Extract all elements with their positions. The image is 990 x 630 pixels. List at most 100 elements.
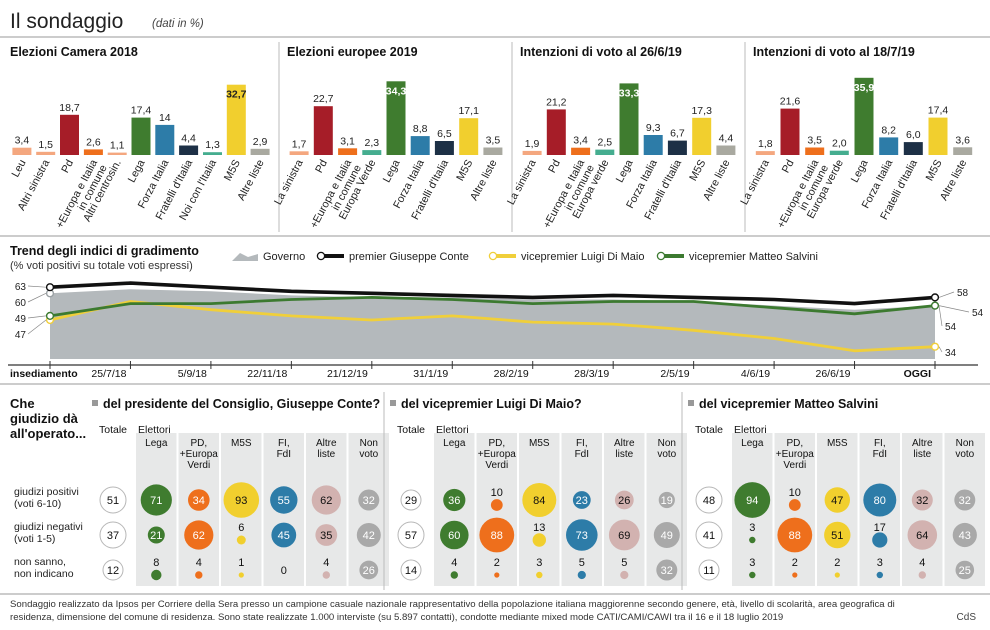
value-bubble [147,526,165,544]
start-leader [27,285,47,288]
value-label: 60 [448,530,460,542]
series-start-marker [45,283,55,292]
series-end-marker [930,301,940,310]
bar-category-label: Pd [780,158,797,175]
value-bubble [620,570,629,580]
value-label: 88 [491,530,503,542]
column-header: voto [359,449,378,460]
bar [483,147,503,155]
bar-value-label: 17,1 [458,105,479,117]
header-elettori: Elettori [138,424,171,436]
value-label: 35 [320,530,332,542]
column-header: liste [913,449,931,460]
legend-label: Governo [263,251,305,263]
column-header: PD, [488,438,505,449]
total-value: 29 [405,495,417,507]
bar [83,149,103,155]
value-label: 88 [789,530,801,542]
start-leader [27,319,47,335]
value-bubble [876,571,883,579]
bar-value-label: 33,3 [619,87,640,99]
value-label: 80 [874,495,886,507]
bar-value-label: 6,5 [437,128,452,140]
bar-value-label: 6,7 [670,128,685,140]
category-label-line: La sinistra [272,158,306,207]
bar-value-label: 6,0 [906,129,921,141]
value-bubble [151,569,162,581]
bar [313,106,333,155]
x-tick-label: 22/11/18 [247,368,287,380]
value-label: 17 [874,522,886,534]
value-label: 4 [196,557,202,569]
bar-chart-title: Intenzioni di voto al 26/6/19 [520,45,682,59]
value-label: 42 [363,530,375,542]
row-label: (voti 1-5) [14,533,55,545]
value-bubble [236,535,246,545]
total-circle [695,486,723,514]
value-label: 19 [661,495,673,507]
total-circle [695,521,723,549]
bar-value-label: 3,4 [15,135,30,147]
column-header: M5S [231,438,252,449]
value-label: 2 [494,557,500,569]
bar [289,151,309,155]
value-bubble [195,571,203,579]
column-header: M5S [827,438,848,449]
category-label-line: Leu [9,158,28,180]
bar-value-label: 34,3 [386,85,407,97]
column-header: Lega [741,438,764,449]
category-label-line: Lega [381,158,403,185]
category-label-line: M5S [454,158,475,183]
bar-value-label: 1,3 [205,139,220,151]
column-header: Altre [316,438,337,449]
bar-value-label: 17,4 [928,105,949,117]
value-bubble [184,520,214,550]
value-bubble [734,482,771,518]
column-header: voto [955,449,974,460]
bar [131,117,151,155]
legend-marker [656,251,666,261]
legend-marker [488,251,498,261]
value-label: 10 [491,487,503,499]
column-header: +Europa [478,449,517,460]
bar-value-label: 2,5 [597,137,612,149]
value-label: 43 [959,530,971,542]
value-label: 47 [831,495,843,507]
bar-value-label: 2,9 [253,136,268,148]
end-leader [938,305,943,327]
value-label: 2 [834,557,840,569]
value-label: 3 [749,557,755,569]
value-label: 25 [959,565,971,577]
value-label: 69 [618,530,630,542]
series-end-label: 54 [945,322,957,333]
bar-value-label: 1,1 [110,140,125,152]
value-label: 32 [959,495,971,507]
value-label: 45 [278,530,290,542]
bar [434,141,454,155]
series-end-label: 54 [972,308,984,319]
legend-label: premier Giuseppe Conte [349,251,469,263]
value-bubble [536,571,543,579]
value-bubble [788,499,801,511]
bar [643,135,663,155]
legend-label: vicepremier Matteo Salvini [689,251,818,263]
column-bg [561,433,602,586]
bar [879,137,899,155]
bar-value-label: 4,4 [719,133,734,145]
value-bubble [872,532,888,548]
column-header: FdI [277,449,291,460]
bar-value-label: 1,8 [758,138,773,150]
footnote: Sondaggio realizzato da Ipsos per Corrie… [10,599,895,623]
column-header: liste [615,449,633,460]
series-line [49,300,936,353]
value-bubble [792,572,798,578]
bar-value-label: 8,8 [413,123,428,135]
category-label-line: M5S [924,158,945,183]
table-title: Che [10,396,35,411]
bar-category-label: La sinistra [272,158,306,207]
x-tick-label: 31/1/19 [413,368,448,380]
x-tick-label: 21/12/19 [327,368,368,380]
value-bubble [911,489,933,511]
